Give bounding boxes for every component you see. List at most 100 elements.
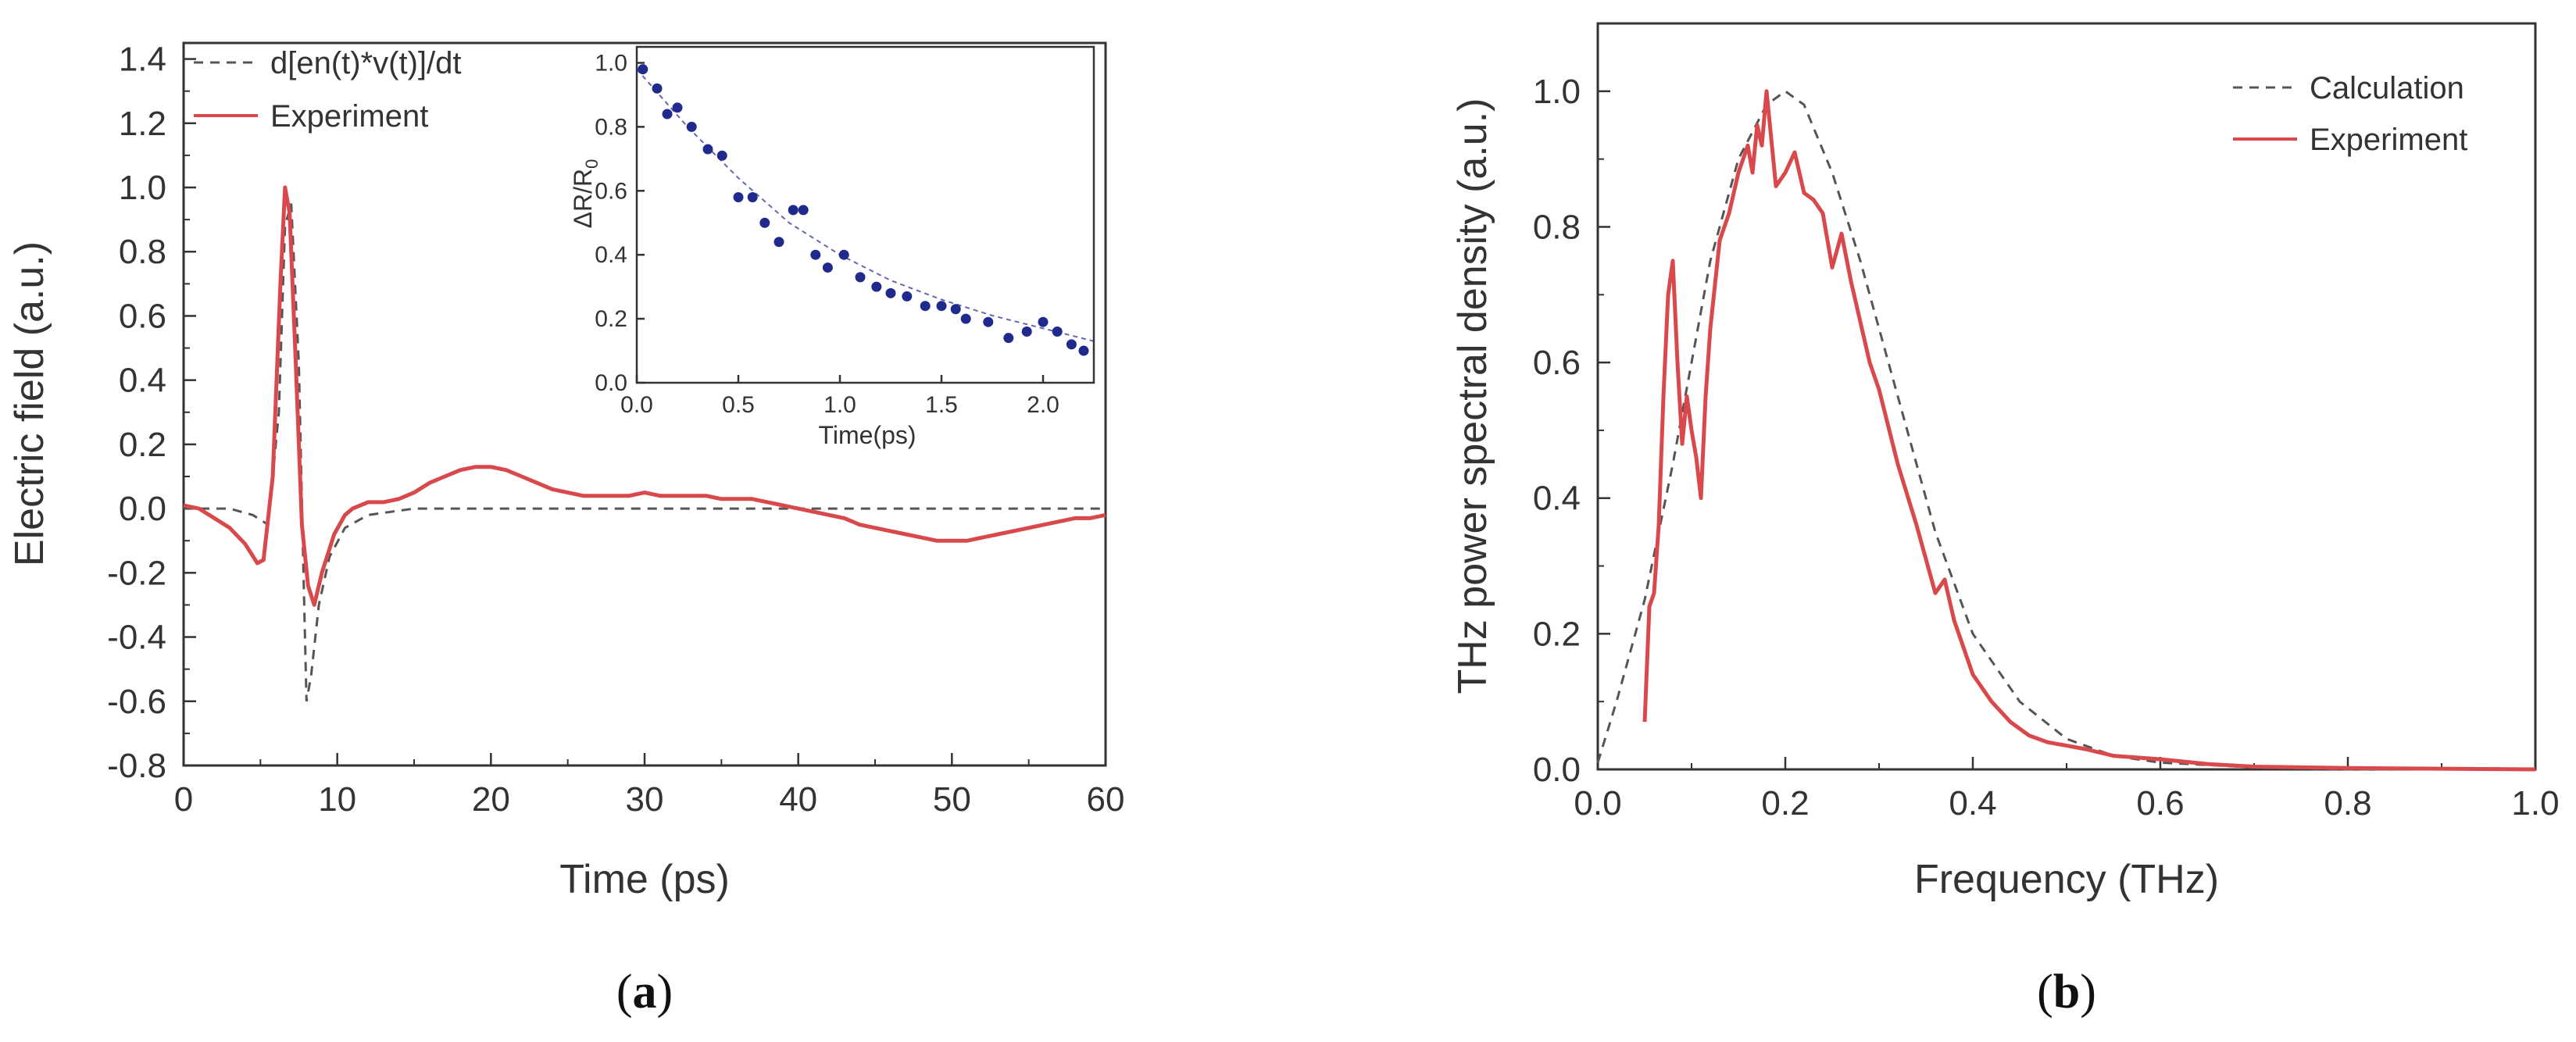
a-x-tick-label: 30	[626, 780, 664, 819]
inset-data-point	[822, 262, 833, 273]
inset-series-group	[636, 64, 1095, 356]
inset-tick-group: 0.0 0.5 1.0 1.5 2.0 0.0 0.2 0.4 0.6 0.8 1.0	[595, 50, 1059, 418]
a-y-tick-label: -0.6	[107, 683, 166, 721]
b-y-tick-label: 0.8	[1533, 208, 1581, 246]
inset-data-point	[950, 304, 961, 315]
inset-data-point	[920, 301, 931, 312]
panel-caption-a-letter: a	[633, 965, 657, 1019]
inset-x-tick-label: 1.5	[925, 392, 958, 418]
inset-y-tick-label: 1.0	[595, 50, 627, 76]
b-x-tick-label: 0.4	[1949, 784, 1996, 823]
inset-data-point	[902, 291, 913, 302]
panel-caption-b: (b)	[2037, 965, 2096, 1019]
inset-data-point	[672, 102, 683, 113]
b-x-tick-label: 0.2	[1761, 784, 1809, 823]
series-group-b	[1596, 89, 2536, 772]
inset-data-point	[1078, 345, 1089, 356]
a-y-tick-label: 0.0	[119, 490, 166, 528]
inset-data-point	[936, 301, 947, 312]
b-y-tick-label: 0.4	[1533, 480, 1581, 518]
inset-frame	[635, 45, 1095, 384]
inset-data-point	[1038, 316, 1049, 327]
inset-data-point	[838, 249, 849, 260]
a-x-tick-label: 10	[318, 780, 356, 819]
inset-chart: 0.0 0.5 1.0 1.5 2.0 0.0 0.2 0.4 0.6 0.8 1.0 Time(p…	[569, 45, 1095, 449]
a-x-tick-label: 60	[1087, 780, 1125, 819]
inset-data-point	[788, 205, 799, 216]
b-x-tick-label: 0.0	[1574, 784, 1621, 823]
a-x-tick-label: 40	[779, 780, 817, 819]
a-x-tick-label: 0	[174, 780, 193, 819]
inset-data-point	[686, 121, 697, 132]
tick-group-b: 0.0 0.2 0.4 0.6 0.8 1.0 0.0 0.2 0.4 0.6 0.8 1.0	[1533, 73, 2560, 823]
legend-label-derivative: d[en(t)*v(t)]/dt	[270, 46, 462, 80]
tick-group-a: 0 10 20 30 40 50 60 -0.8 -0.6 -0.4 -0.2 0.0 0.2 0.4 0.…	[107, 41, 1124, 819]
inset-fit-line	[636, 69, 1095, 342]
a-x-tick-label: 20	[472, 780, 510, 819]
a-y-tick-label: 0.2	[119, 426, 166, 464]
x-axis-label-b: Frequency (THz)	[1914, 857, 2219, 902]
b-y-tick-label: 1.0	[1533, 73, 1581, 111]
b-x-tick-label: 1.0	[2511, 784, 2559, 823]
a-y-tick-label: 0.4	[119, 362, 166, 400]
inset-data-point	[733, 191, 744, 202]
y-axis-label-b: THz power spectral density (a.u.)	[1450, 98, 1495, 694]
inset-x-tick-label: 0.5	[722, 392, 755, 418]
panel-caption-b-close: )	[2080, 965, 2096, 1019]
a-y-tick-label: 1.4	[119, 41, 166, 79]
a-y-tick-label: 1.2	[119, 105, 166, 143]
panel-caption-a: (a)	[616, 965, 673, 1019]
series-line-calculation	[1596, 89, 2535, 771]
a-y-tick-label: -0.4	[107, 619, 166, 657]
b-y-tick-label: 0.6	[1533, 344, 1581, 382]
series-line-experiment-a	[183, 185, 1106, 607]
inset-y-axis-label-subscript: 0	[582, 159, 602, 169]
inset-y-tick-label: 0.6	[595, 178, 627, 204]
inset-data-point	[1003, 333, 1014, 344]
a-y-tick-label: 0.6	[119, 297, 166, 335]
series-group-a	[183, 185, 1106, 702]
inset-data-point	[1021, 326, 1032, 337]
x-axis-label-a: Time (ps)	[559, 857, 730, 902]
inset-x-tick-label: 2.0	[1027, 392, 1059, 418]
inset-y-axis-label-main: ΔR/R	[569, 169, 597, 228]
inset-data-point	[702, 144, 713, 155]
inset-data-point	[1066, 339, 1077, 350]
b-x-tick-label: 0.8	[2324, 784, 2371, 823]
inset-data-point	[747, 191, 758, 202]
a-y-tick-label: -0.8	[107, 747, 166, 785]
inset-data-point	[798, 205, 809, 216]
a-y-tick-label: 0.8	[119, 233, 166, 271]
inset-data-point	[759, 217, 770, 228]
inset-data-point	[662, 109, 673, 120]
inset-data-point	[652, 83, 663, 94]
legend-label-experiment-b: Experiment	[2310, 123, 2467, 157]
b-x-tick-label: 0.6	[2136, 784, 2184, 823]
b-y-tick-label: 0.0	[1533, 751, 1581, 789]
inset-data-point	[871, 281, 882, 292]
inset-data-point	[774, 237, 784, 248]
a-x-tick-label: 50	[933, 780, 971, 819]
inset-x-tick-label: 1.0	[824, 392, 856, 418]
inset-y-tick-label: 0.2	[595, 306, 627, 332]
panel-caption-b-open: (	[2037, 965, 2053, 1019]
inset-data-point	[885, 287, 896, 298]
inset-x-tick-label: 0.0	[620, 392, 653, 418]
legend-label-experiment-a: Experiment	[270, 99, 428, 134]
inset-data-point	[810, 249, 821, 260]
inset-data-point	[638, 64, 648, 75]
series-line-experiment-b	[1642, 89, 2536, 772]
inset-y-axis-label: ΔR/R0	[569, 159, 602, 229]
a-y-tick-label: -0.2	[107, 554, 166, 592]
inset-y-tick-label: 0.0	[595, 370, 627, 396]
inset-data-point	[855, 272, 866, 283]
inset-data-point	[716, 150, 727, 161]
chart-panel-a: 0 10 20 30 40 50 60 -0.8 -0.6 -0.4 -0.2 0.0 0.2 0.4 0.…	[7, 41, 1124, 1019]
inset-y-tick-label: 0.8	[595, 114, 627, 140]
chart-panel-b: 0.0 0.2 0.4 0.6 0.8 1.0 0.0 0.2 0.4 0.6 0.8 1.0 Cal…	[1450, 22, 2560, 1019]
y-axis-label-a: Electric field (a.u.)	[7, 241, 52, 566]
b-y-tick-label: 0.2	[1533, 615, 1581, 653]
legend-a: d[en(t)*v(t)]/dt Experiment	[194, 46, 462, 134]
inset-data-point	[1052, 326, 1063, 337]
